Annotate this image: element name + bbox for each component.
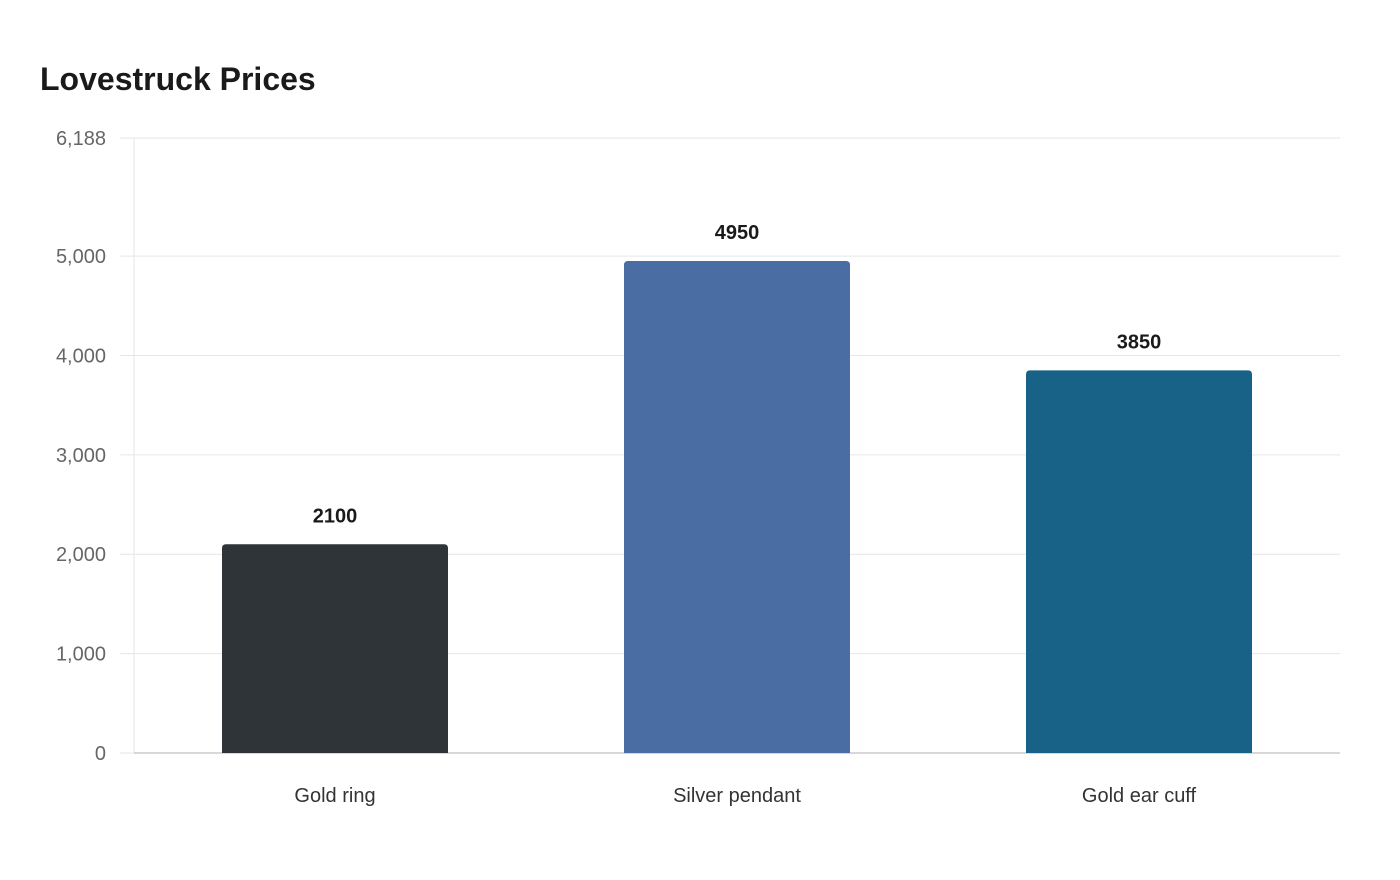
bars bbox=[222, 261, 1252, 753]
y-tick-label: 5,000 bbox=[56, 246, 106, 268]
bar[interactable] bbox=[624, 261, 850, 753]
chart-title: Lovestruck Prices bbox=[40, 61, 316, 97]
y-tick-label: 3,000 bbox=[56, 445, 106, 467]
data-labels: 2100 4950 3850 bbox=[313, 222, 1162, 527]
y-axis-ticks: 0 1,000 2,000 3,000 4,000 5,000 6,188 bbox=[56, 128, 106, 765]
bar-value-label: 4950 bbox=[715, 222, 760, 244]
bar[interactable] bbox=[222, 544, 448, 753]
x-category-label: Gold ear cuff bbox=[1082, 785, 1197, 807]
x-axis-labels: Gold ring Silver pendant Gold ear cuff bbox=[294, 785, 1196, 807]
bar-value-label: 2100 bbox=[313, 505, 358, 527]
y-tick-label: 0 bbox=[95, 743, 106, 765]
y-tick-label: 6,188 bbox=[56, 128, 106, 150]
x-category-label: Gold ring bbox=[294, 785, 375, 807]
bar-value-label: 3850 bbox=[1117, 331, 1162, 353]
bar[interactable] bbox=[1026, 370, 1252, 753]
x-category-label: Silver pendant bbox=[673, 785, 801, 807]
y-tick-label: 1,000 bbox=[56, 644, 106, 666]
y-tick-label: 2,000 bbox=[56, 544, 106, 566]
y-tick-label: 4,000 bbox=[56, 345, 106, 367]
